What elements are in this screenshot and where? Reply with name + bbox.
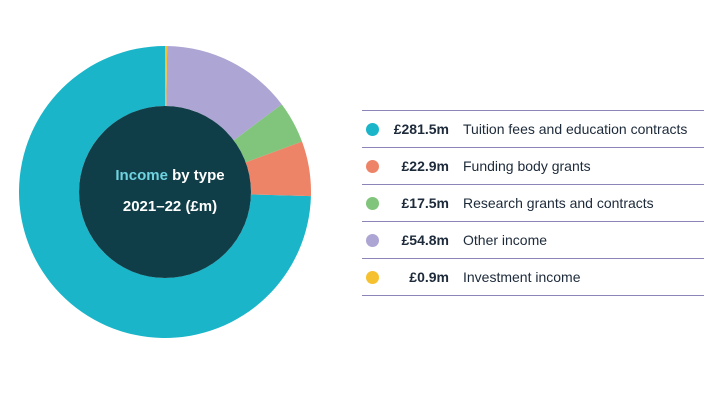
chart-title: Income by type bbox=[90, 160, 250, 191]
chart-center-label: Income by type 2021–22 (£m) bbox=[90, 160, 250, 222]
legend-label: Tuition fees and education contracts bbox=[463, 121, 688, 137]
legend-value: £17.5m bbox=[401, 195, 449, 211]
legend-swatch bbox=[366, 196, 379, 210]
legend-value: £0.9m bbox=[409, 269, 449, 285]
donut-slice-5 bbox=[165, 46, 168, 107]
donut-slice-4 bbox=[166, 46, 282, 141]
donut-center-hole bbox=[79, 106, 251, 278]
chart-subtitle: 2021–22 (£m) bbox=[122, 198, 218, 215]
legend-label: Other income bbox=[463, 232, 548, 248]
donut-slice-1 bbox=[18, 46, 311, 338]
legend-value: £281.5m bbox=[393, 121, 449, 137]
chart-title-highlight: Income bbox=[115, 167, 168, 184]
legend-swatch bbox=[366, 122, 379, 136]
chart-title-rest: by type bbox=[167, 167, 225, 184]
legend-item-investment: £0.9m Investment income bbox=[362, 259, 704, 296]
legend-value: £22.9m bbox=[401, 158, 449, 174]
chart-legend: £281.5m Tuition fees and education contr… bbox=[362, 110, 704, 296]
legend-item-tuition: £281.5m Tuition fees and education contr… bbox=[362, 111, 704, 148]
legend-swatch bbox=[366, 233, 379, 247]
legend-swatch bbox=[366, 159, 379, 173]
legend-item-funding-body: £22.9m Funding body grants bbox=[362, 148, 704, 185]
donut-slice-2 bbox=[245, 141, 311, 197]
donut-slice-3 bbox=[233, 104, 303, 163]
legend-label: Funding body grants bbox=[463, 158, 591, 174]
legend-item-research: £17.5m Research grants and contracts bbox=[362, 185, 704, 222]
legend-item-other: £54.8m Other income bbox=[362, 222, 704, 259]
legend-swatch bbox=[366, 270, 379, 284]
legend-value: £54.8m bbox=[401, 232, 449, 248]
legend-label: Investment income bbox=[463, 269, 581, 285]
legend-label: Research grants and contracts bbox=[463, 195, 654, 211]
